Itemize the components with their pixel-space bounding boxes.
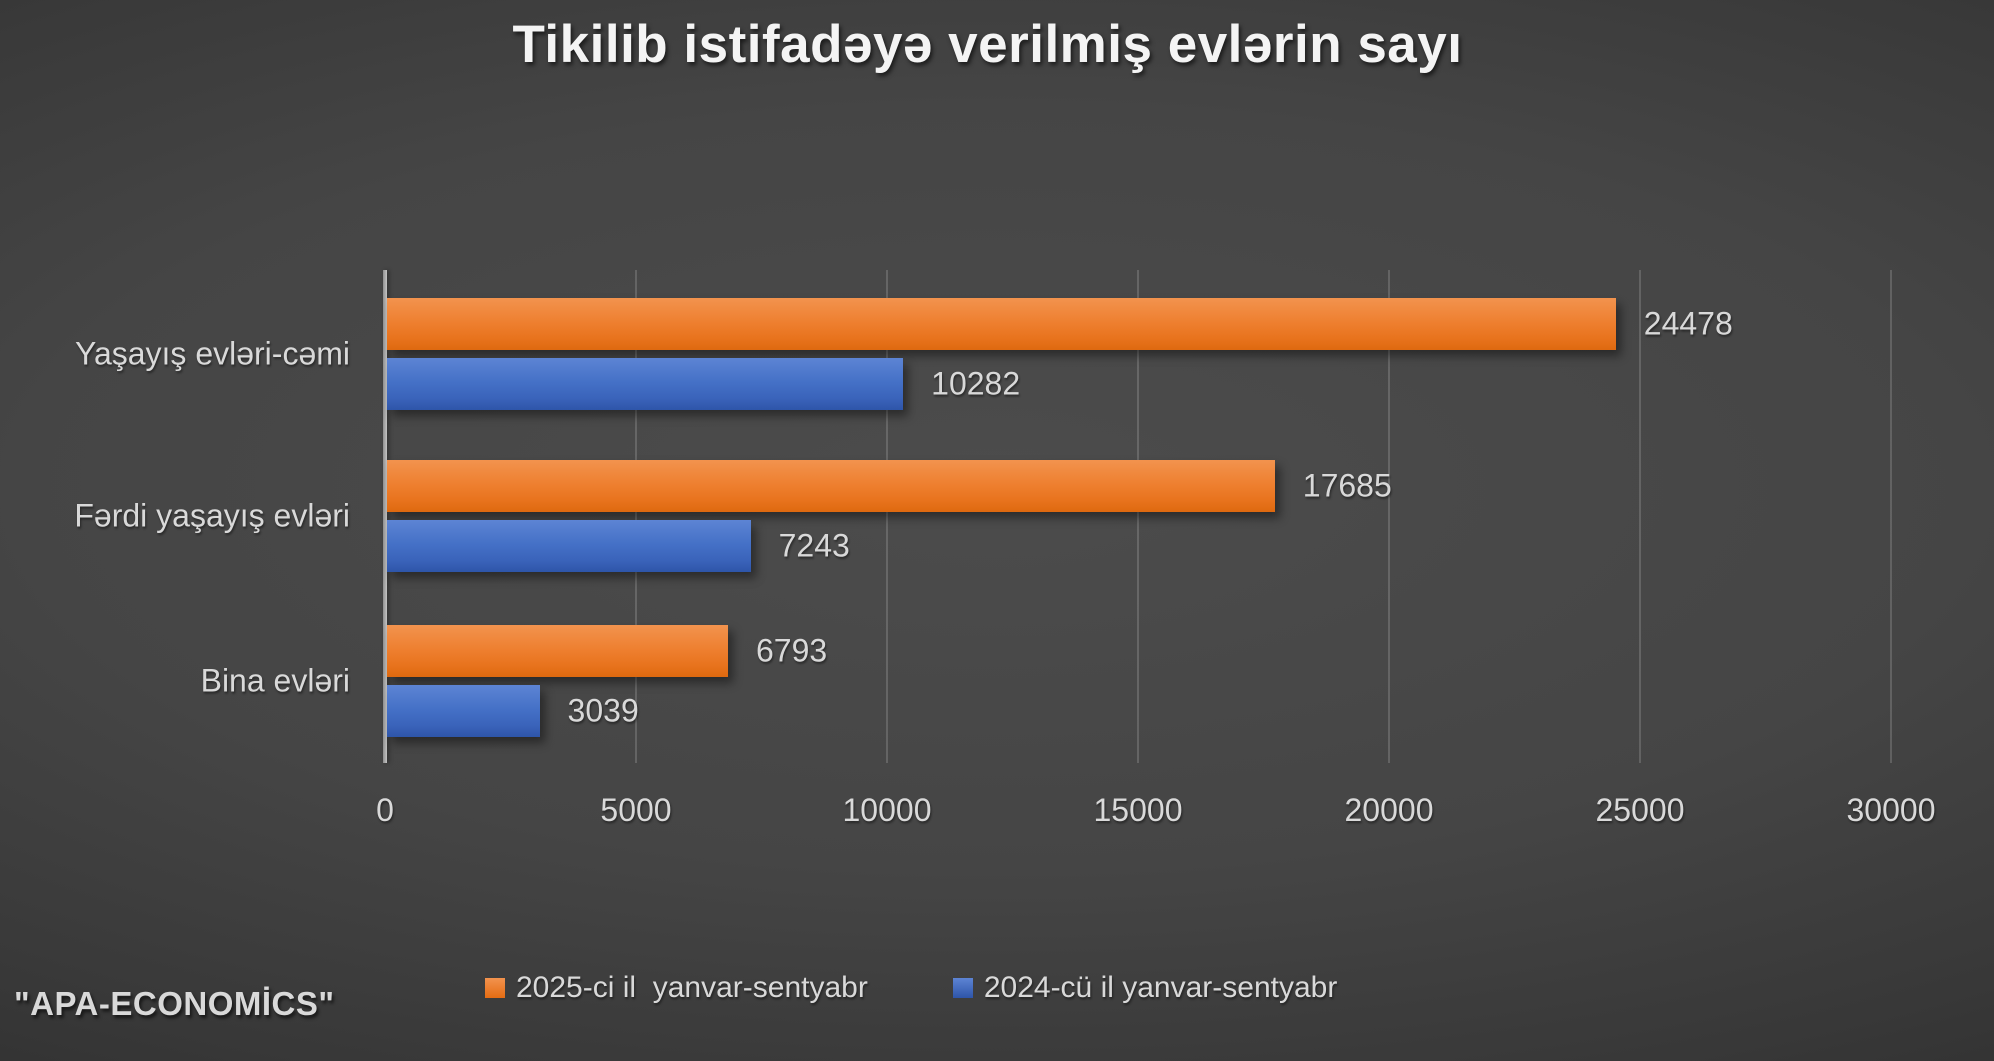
bar-s1-0: [387, 358, 904, 410]
gridline: [1137, 270, 1139, 763]
category-label: Bina evləri: [200, 662, 350, 699]
source-label: "APA-ECONOMİCS": [14, 985, 335, 1022]
bar-s1-2: [387, 685, 540, 737]
x-tick-label: 20000: [1344, 792, 1434, 828]
category-label: Fərdi yaşayış evləri: [74, 497, 350, 534]
x-tick-label: 25000: [1595, 792, 1685, 828]
legend-swatch-icon: [952, 978, 973, 998]
gridline: [1388, 270, 1390, 763]
legend-label: 2024-cü il yanvar-sentyabr: [983, 971, 1338, 1004]
bar-s0-2: [387, 625, 728, 677]
x-tick-label: 10000: [842, 792, 932, 828]
x-tick-label: 5000: [600, 792, 672, 828]
gridline: [1639, 270, 1641, 763]
legend-swatch-icon: [485, 978, 505, 998]
gridline: [1890, 270, 1892, 763]
x-tick-label: 15000: [1093, 792, 1183, 828]
x-tick-label: 0: [376, 792, 394, 828]
bar-s1-1: [387, 520, 751, 572]
category-label: Yaşayış evləri-cəmi: [74, 335, 350, 372]
legend: 2025-ci il yanvar-sentyabr 2024-cü il yan…: [485, 971, 1337, 1005]
gridline: [886, 270, 888, 763]
value-label: 10282: [931, 365, 1021, 402]
value-label: 6793: [756, 632, 828, 669]
value-label: 24478: [1643, 305, 1733, 342]
legend-item: 2025-ci il yanvar-sentyabr: [485, 971, 868, 1005]
x-tick-label: 30000: [1846, 792, 1936, 828]
bar-s0-0: [387, 298, 1616, 350]
value-label: 3039: [567, 692, 639, 729]
value-label: 17685: [1302, 467, 1392, 504]
legend-item: 2024-cü il yanvar-sentyabr: [952, 971, 1338, 1005]
y-axis-line: [383, 270, 387, 763]
value-label: 7243: [778, 527, 850, 564]
legend-label: 2025-ci il yanvar-sentyabr: [516, 971, 868, 1004]
gridline: [635, 270, 637, 763]
bar-s0-1: [387, 460, 1275, 512]
chart-title: Tikilib istifadəyə verilmiş evlərin sayı: [512, 15, 1463, 74]
